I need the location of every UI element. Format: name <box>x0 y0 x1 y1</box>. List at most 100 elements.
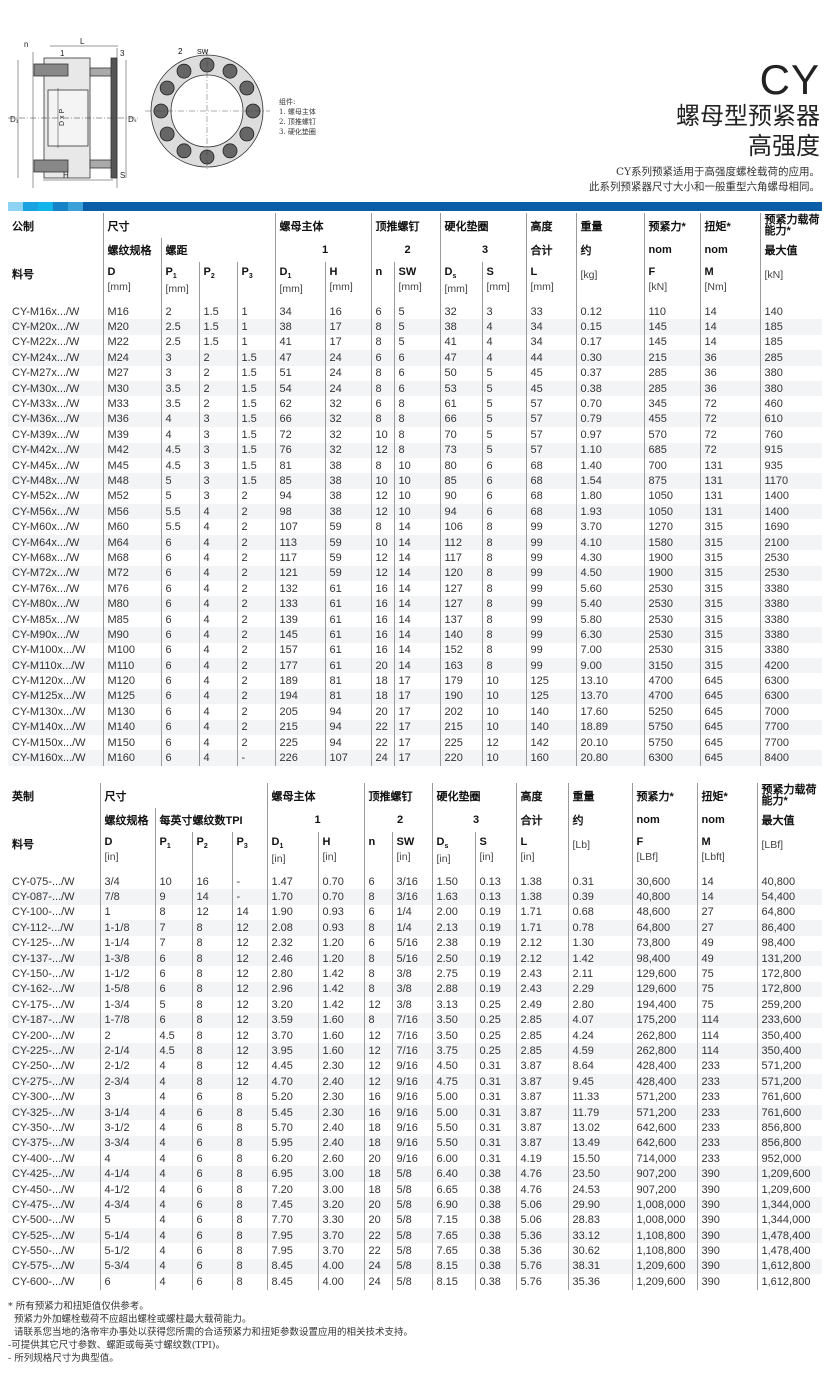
table-cell: 32 <box>324 427 371 443</box>
column-symbol-header: [kg] <box>575 262 644 304</box>
table-cell: 121 <box>274 565 325 582</box>
table-cell: 98,400 <box>756 935 822 951</box>
table-cell: 6 <box>154 1012 192 1028</box>
table-row: CY-425-.../W 4-1/4 4 6 8 6.95 3.00 18 5/8 6.40 0.3… <box>8 1166 822 1182</box>
column-group-header: 公制 <box>12 220 34 233</box>
table-cell: 8.45 <box>266 1258 318 1275</box>
table-cell: M60 <box>102 519 161 535</box>
part-number-cell: CY-M56x.../W <box>12 505 80 518</box>
table-cell: 1.30 <box>567 935 632 951</box>
table-cell: 0.79 <box>575 411 644 428</box>
table-cell: 163 <box>439 657 482 674</box>
table-cell: 6 <box>191 1135 232 1152</box>
table-cell: 8 <box>393 396 440 412</box>
table-cell: 233 <box>696 1089 757 1105</box>
table-cell: 4 <box>154 1058 192 1075</box>
table-cell: M90 <box>102 627 161 643</box>
table-cell: 61 <box>324 657 371 674</box>
table-cell: M76 <box>102 581 161 597</box>
table-cell: 1,344,000 <box>756 1212 822 1228</box>
table-cell: 0.31 <box>567 874 632 890</box>
table-cell: 428,400 <box>631 1074 697 1090</box>
part-number-cell: CY-M68x.../W <box>12 551 80 564</box>
symbol: M <box>701 836 711 848</box>
symbol: 料号 <box>12 269 34 281</box>
table-cell: 10 <box>370 427 394 443</box>
table-cell: 5.60 <box>575 581 644 597</box>
table-cell: M68 <box>102 550 161 566</box>
table-cell: 1,209,600 <box>631 1274 697 1290</box>
table-cell: 33.12 <box>567 1227 632 1244</box>
table-cell: 131 <box>699 457 760 474</box>
table-cell: 24 <box>324 365 371 381</box>
table-cell: 4 <box>198 750 237 766</box>
table-cell: 8 <box>191 1027 232 1044</box>
table-row: CY-450-.../W 4-1/2 4 6 8 7.20 3.00 18 5/8 6.65 0.3… <box>8 1181 822 1198</box>
table-cell: 1.42 <box>317 997 364 1013</box>
part-number-cell: CY-M48x.../W <box>12 474 80 487</box>
unit-label: [in] <box>322 851 337 863</box>
table-cell: 5 <box>393 304 440 320</box>
footnote: - 所列规格尺寸为典型值。 <box>8 1353 119 1364</box>
column-subheader: 1 <box>266 808 364 832</box>
table-cell: 2530 <box>643 642 700 658</box>
table-cell: 1-1/8 <box>99 920 155 936</box>
part-number-cell: CY-M140x.../W <box>12 721 86 734</box>
table-cell: 4-1/4 <box>99 1166 155 1182</box>
table-cell: 7.20 <box>266 1181 318 1198</box>
bar-segment <box>8 202 23 211</box>
part-number-cell: CY-M125x.../W <box>12 690 86 703</box>
table-cell: 36 <box>699 365 760 381</box>
table-row: CY-300-.../W 3 4 6 8 5.20 2.30 16 9/16 5.00 0.31 3.… <box>8 1089 822 1105</box>
table-cell: 1-5/8 <box>99 981 155 998</box>
table-cell: 4.5 <box>160 457 199 474</box>
table-cell: 0.31 <box>474 1151 516 1167</box>
table-cell: 315 <box>699 611 760 628</box>
table-cell: 8 <box>231 1104 267 1121</box>
table-cell: 3.5 <box>160 396 199 412</box>
label-3: 3 <box>120 49 125 58</box>
column-subheader: nom <box>643 238 700 262</box>
table-cell: 8 <box>231 1274 267 1290</box>
table-cell: M24 <box>102 350 161 366</box>
table-cell: 6300 <box>759 673 822 689</box>
table-cell: 4 <box>198 627 237 643</box>
part-number-cell: CY-M64x.../W <box>12 536 80 549</box>
table-row: CY-M33x.../W M33 3.5 2 1.5 62 32 6 8 61 5 57 0.70 345… <box>8 396 822 412</box>
table-cell: 2 <box>236 627 275 643</box>
table-cell: 5 <box>393 334 440 351</box>
table-cell: 140 <box>525 704 576 720</box>
table-cell: 0.13 <box>474 874 516 890</box>
table-cell: 8 <box>231 1243 267 1259</box>
unit-label: [kN] <box>648 281 668 293</box>
table-cell: 4 <box>154 1243 192 1259</box>
table-cell: 4.50 <box>431 1058 475 1075</box>
table-cell: 44 <box>525 350 576 366</box>
unit-label: [in] <box>479 851 494 863</box>
table-cell: 1.5 <box>236 380 275 397</box>
table-cell: 6 <box>191 1212 232 1228</box>
table-cell: 315 <box>699 534 760 551</box>
table-cell: 1/4 <box>391 920 432 936</box>
table-cell: 2 <box>236 611 275 628</box>
table-cell: 1900 <box>643 565 700 582</box>
table-cell: M120 <box>102 673 161 689</box>
table-cell: 2-3/4 <box>99 1074 155 1090</box>
header-row-sub: 螺纹规格 每英寸螺纹数TPI 1 2 3 合计约 nom nom 最大值 <box>8 808 822 832</box>
table-cell: 8 <box>393 411 440 428</box>
symbol: D <box>107 266 116 278</box>
description-line: CY系列预紧适用于高强度螺栓载荷的应用。 <box>616 166 820 178</box>
table-cell: 2 <box>236 519 275 535</box>
table-cell: 0.38 <box>474 1243 516 1259</box>
table-cell: 1.54 <box>575 473 644 489</box>
table-cell: 3.50 <box>431 1027 475 1044</box>
table-cell: 3 <box>99 1089 155 1105</box>
jackbolt-icon <box>176 63 192 79</box>
table-cell: 3 <box>198 442 237 458</box>
table-cell: 38 <box>439 319 482 335</box>
table-cell: 140 <box>759 304 822 320</box>
unit-label: [in] <box>520 851 535 863</box>
table-cell: 5.36 <box>515 1243 568 1259</box>
table-cell: 72 <box>699 396 760 412</box>
table-cell: 8.64 <box>567 1058 632 1075</box>
